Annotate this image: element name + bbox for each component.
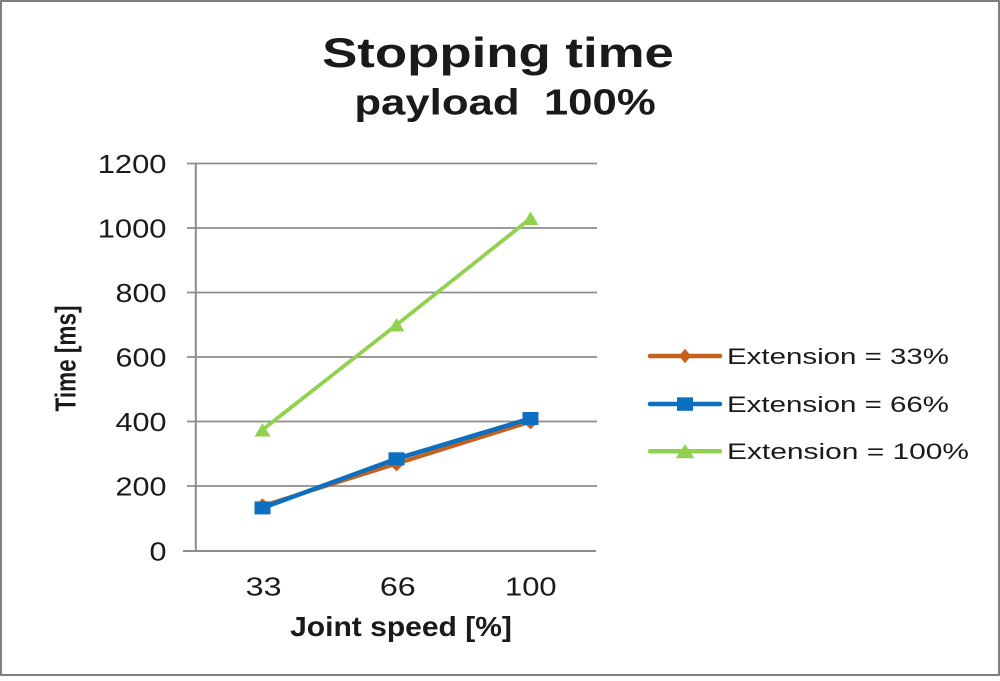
- svg-text:0: 0: [150, 537, 167, 566]
- svg-text:800: 800: [116, 279, 167, 308]
- svg-text:200: 200: [116, 472, 167, 501]
- svg-text:66: 66: [380, 572, 416, 601]
- svg-text:Time [ms]: Time [ms]: [49, 306, 83, 412]
- svg-text:Stopping time: Stopping time: [322, 30, 674, 77]
- svg-text:100: 100: [505, 573, 557, 602]
- svg-text:Joint speed [%]: Joint speed [%]: [290, 612, 512, 643]
- svg-text:600: 600: [116, 343, 167, 372]
- svg-text:1200: 1200: [98, 150, 167, 179]
- svg-text:Extension = 33%: Extension = 33%: [727, 343, 949, 369]
- svg-text:33: 33: [246, 572, 282, 601]
- svg-text:Extension = 66%: Extension = 66%: [727, 391, 949, 417]
- svg-text:1000: 1000: [98, 215, 167, 244]
- svg-text:400: 400: [116, 408, 167, 437]
- svg-text:payload 100%: payload 100%: [354, 83, 655, 123]
- svg-text:Extension = 100%: Extension = 100%: [727, 439, 969, 464]
